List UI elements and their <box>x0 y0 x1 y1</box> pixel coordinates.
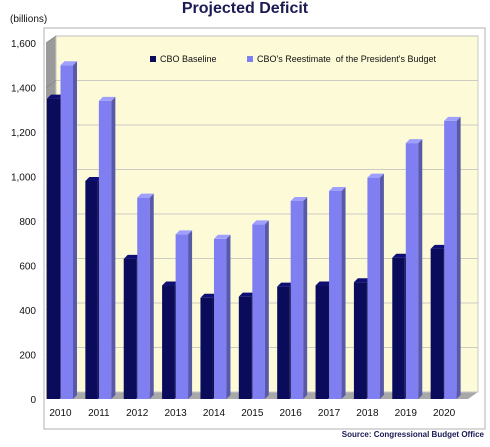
bar-side <box>111 96 116 399</box>
bar-top <box>430 244 448 249</box>
bar-top <box>252 220 269 225</box>
x-tick-label: 2018 <box>356 408 379 419</box>
bar-reestimate <box>98 100 112 399</box>
bar-top <box>277 282 294 287</box>
bar-side <box>379 173 384 399</box>
bar-baseline <box>392 257 405 399</box>
bar-top <box>213 234 231 239</box>
x-tick-label: 2017 <box>318 408 341 419</box>
bar-side <box>188 230 193 399</box>
bar-top <box>405 139 423 144</box>
bar-side <box>418 139 423 399</box>
bar-top <box>329 186 346 191</box>
bar-reestimate <box>329 190 342 399</box>
x-tick-label: 2019 <box>395 408 418 419</box>
bar-side <box>456 116 461 399</box>
bar-top <box>47 94 64 99</box>
bar-baseline <box>123 258 137 399</box>
gridline-wall <box>45 80 57 88</box>
bar-side <box>264 220 269 399</box>
bar-baseline <box>353 282 367 399</box>
bar-top <box>353 278 371 283</box>
y-tick-label: 400 <box>19 306 36 317</box>
bar-baseline <box>85 180 98 399</box>
bar-top <box>315 281 333 286</box>
bar-top <box>85 176 102 181</box>
bar-reestimate <box>444 120 457 399</box>
bar-top <box>175 230 193 235</box>
y-tick-label: 1,000 <box>11 173 36 184</box>
legend-swatch-baseline <box>150 56 156 62</box>
bar-reestimate <box>137 197 150 399</box>
bar-reestimate <box>367 177 380 399</box>
legend-label-reestimate: CBO's Reestimate of the President's Budg… <box>257 54 437 64</box>
bar-reestimate <box>60 65 73 399</box>
legend-swatch-reestimate <box>247 56 253 62</box>
x-tick-label: 2012 <box>126 408 149 419</box>
bar-top <box>60 61 77 66</box>
chart-title: Projected Deficit <box>181 0 309 17</box>
x-tick-label: 2015 <box>241 408 264 419</box>
y-tick-label: 0 <box>30 395 36 406</box>
y-tick-label: 1,200 <box>11 128 36 139</box>
bar-reestimate <box>175 234 189 399</box>
bar-top <box>290 196 308 201</box>
chart-frame <box>43 27 486 430</box>
bar-side <box>341 186 346 399</box>
bar-reestimate <box>252 224 265 399</box>
x-tick-label: 2020 <box>433 408 456 419</box>
y-tick-label: 800 <box>19 217 36 228</box>
bar-top <box>123 254 141 259</box>
y-tick-label: 200 <box>19 351 36 362</box>
gridline-wall <box>45 35 57 44</box>
x-tick-label: 2014 <box>203 408 226 419</box>
x-tick-label: 2010 <box>49 408 72 419</box>
x-tick-label: 2016 <box>280 408 303 419</box>
bar-top <box>238 292 256 297</box>
y-tick-label: 600 <box>19 262 36 273</box>
bar-top <box>444 116 461 121</box>
bar-top <box>162 281 179 286</box>
bar-top <box>98 96 116 101</box>
bar-baseline <box>277 286 290 399</box>
bar-baseline <box>200 297 213 399</box>
y-tick-label: 1,400 <box>11 84 36 95</box>
x-tick-label: 2011 <box>88 408 110 419</box>
bar-top <box>200 293 217 298</box>
bar-side <box>303 196 308 399</box>
bar-top <box>137 193 154 198</box>
source-note: Source: Congressional Budget Office <box>341 430 484 439</box>
bar-baseline <box>47 98 60 399</box>
bar-top <box>392 253 409 258</box>
bar-side <box>226 234 231 399</box>
bar-baseline <box>162 285 175 399</box>
bar-side <box>73 61 77 399</box>
y-axis-unit-label: (billions) <box>10 14 48 25</box>
bar-baseline <box>315 285 329 399</box>
bar-baseline <box>430 248 444 399</box>
x-tick-label: 2013 <box>164 408 187 419</box>
legend-label-baseline: CBO Baseline <box>160 54 217 64</box>
bar-top <box>367 173 384 178</box>
bar-reestimate <box>405 143 419 399</box>
bar-baseline <box>238 296 252 399</box>
bar-side <box>149 193 154 399</box>
bar-reestimate <box>290 200 304 399</box>
y-tick-label: 1,600 <box>11 39 36 50</box>
bar-reestimate <box>213 238 227 399</box>
